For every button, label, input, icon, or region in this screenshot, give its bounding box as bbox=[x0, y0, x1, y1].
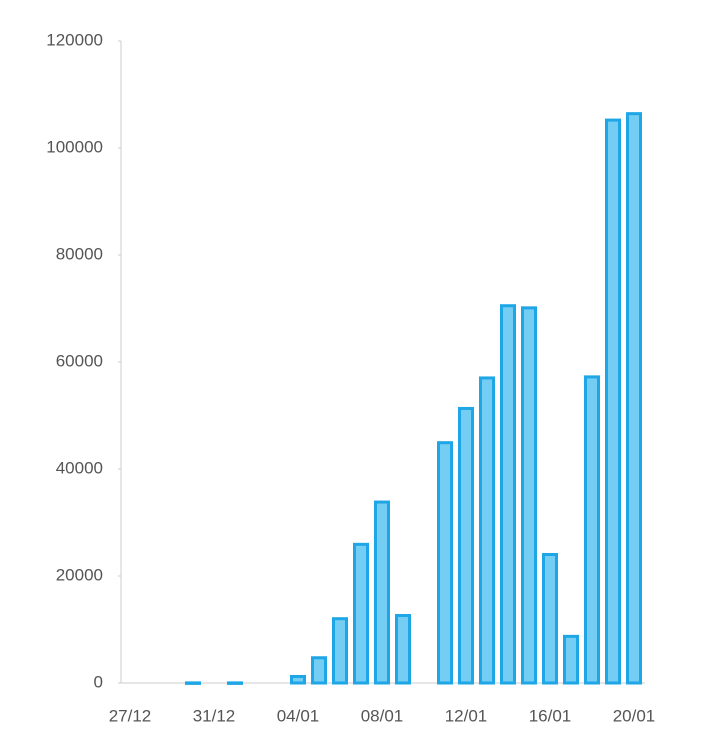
y-tick-label: 20000 bbox=[56, 565, 103, 584]
bar bbox=[563, 634, 579, 685]
x-tick-label: 20/01 bbox=[613, 706, 656, 725]
x-tick-label: 16/01 bbox=[529, 706, 572, 725]
bar bbox=[458, 406, 474, 685]
bar bbox=[500, 304, 516, 685]
bar bbox=[353, 542, 369, 685]
y-tick-label: 40000 bbox=[56, 458, 103, 477]
x-tick-label: 04/01 bbox=[277, 706, 320, 725]
bar bbox=[332, 617, 348, 685]
bar bbox=[290, 674, 306, 685]
bar bbox=[626, 112, 642, 685]
y-tick-label: 60000 bbox=[56, 351, 103, 370]
y-tick-label: 80000 bbox=[56, 244, 103, 263]
bar bbox=[521, 306, 537, 685]
bar bbox=[374, 500, 390, 685]
x-tick-label: 08/01 bbox=[361, 706, 404, 725]
bar bbox=[227, 681, 243, 685]
y-tick-label: 0 bbox=[94, 672, 103, 691]
bar bbox=[584, 375, 600, 685]
bar bbox=[311, 656, 327, 685]
x-tick-label: 31/12 bbox=[193, 706, 236, 725]
x-tick-label: 27/12 bbox=[109, 706, 152, 725]
bar bbox=[479, 376, 495, 685]
bar bbox=[542, 552, 558, 685]
y-tick-label: 120000 bbox=[46, 30, 103, 49]
bar bbox=[395, 613, 411, 685]
bar bbox=[437, 441, 453, 685]
x-tick-label: 12/01 bbox=[445, 706, 488, 725]
bar bbox=[605, 118, 621, 685]
bar bbox=[185, 681, 201, 685]
y-tick-label: 100000 bbox=[46, 137, 103, 156]
